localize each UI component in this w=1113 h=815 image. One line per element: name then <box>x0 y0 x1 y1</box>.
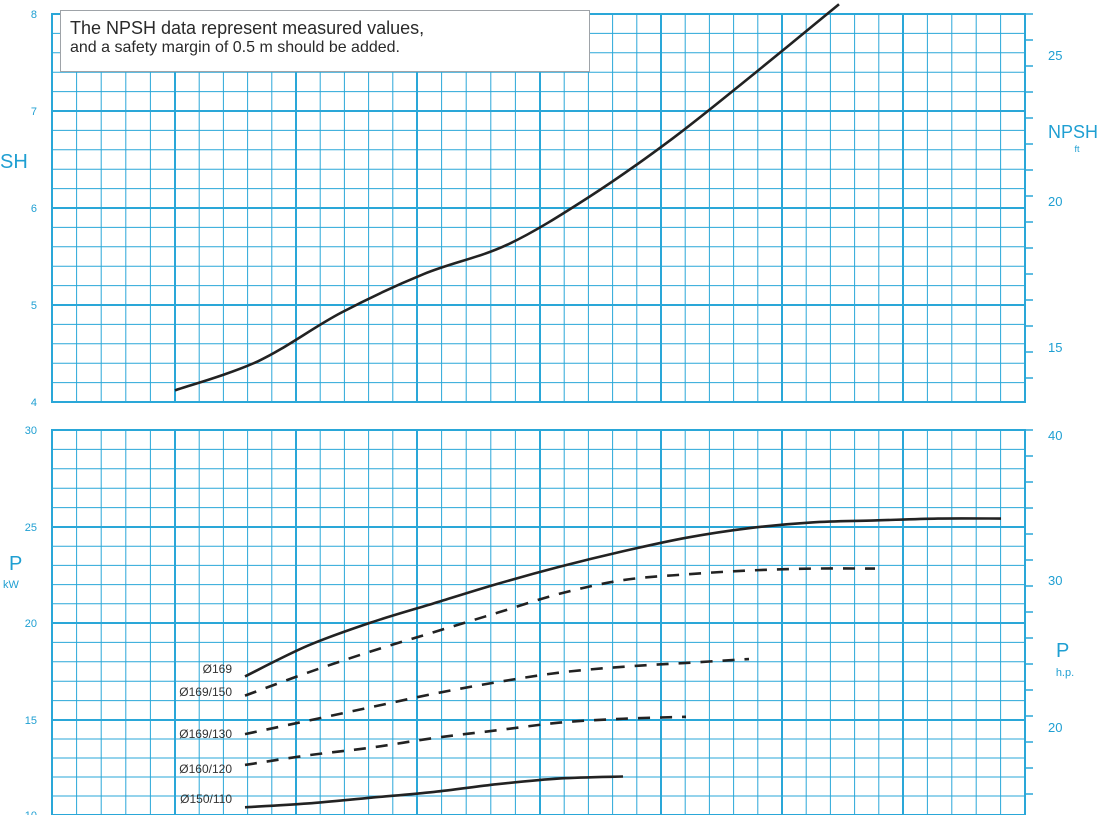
npsh-curve <box>174 3 840 392</box>
series-label: Ø160/120 <box>179 762 232 776</box>
tick-labels: 8 7 6 5 4 SH 25 20 15 NPSH ft 30 25 20 15 10 PkW 40 30 20 Ph… <box>0 9 1098 815</box>
power-right-tick-label: 30 <box>1048 573 1062 588</box>
series-label: Ø169/130 <box>179 727 232 741</box>
power-curve <box>244 657 750 736</box>
grid-panel-1 <box>51 13 1033 403</box>
power-right-tick-label: 20 <box>1048 720 1062 735</box>
npsh-right-axis-label: NPSH <box>1048 122 1098 142</box>
npsh-left-tick-label: 8 <box>31 9 37 21</box>
power-left-tick-label: 10 <box>25 810 37 815</box>
npsh-left-tick-label: 5 <box>31 300 37 312</box>
grid-lines <box>51 13 1033 815</box>
grid-panel-2 <box>51 429 1033 815</box>
power-left-axis-label: P <box>9 553 22 575</box>
power-curve <box>244 775 624 809</box>
power-left-tick-label: 15 <box>25 715 37 727</box>
npsh-left-tick-label: 6 <box>31 203 37 215</box>
power-curve <box>244 517 1002 678</box>
series-labels: Ø169 Ø169/150 Ø169/130 Ø160/120 Ø150/110 <box>179 662 232 806</box>
series-label: Ø169/150 <box>179 685 232 699</box>
note-line-1: The NPSH data represent measured values, <box>70 18 425 38</box>
power-left-tick-label: 30 <box>25 425 37 437</box>
curves <box>174 3 1002 809</box>
npsh-right-tick-label: 20 <box>1048 194 1062 209</box>
npsh-left-tick-label: 4 <box>31 397 37 409</box>
power-right-tick-label: 40 <box>1048 428 1062 443</box>
power-curve <box>244 715 687 767</box>
series-label: Ø150/110 <box>180 792 232 806</box>
series-label: Ø169 <box>203 662 233 676</box>
npsh-note-box: The NPSH data represent measured values,… <box>60 10 590 72</box>
power-left-tick-label: 25 <box>25 522 37 534</box>
npsh-left-tick-label: 7 <box>31 106 37 118</box>
npsh-left-axis-label: SH <box>0 151 28 173</box>
npsh-right-tick-label: 15 <box>1048 340 1062 355</box>
power-curve <box>244 567 876 697</box>
npsh-right-axis-unit: ft <box>1074 144 1080 154</box>
power-left-axis-unit: kW <box>3 579 20 591</box>
power-right-axis-label: P <box>1056 640 1069 662</box>
power-right-axis-unit: h.p. <box>1056 667 1074 679</box>
npsh-right-tick-label: 25 <box>1048 48 1062 63</box>
note-line-2: and a safety margin of 0.5 m should be a… <box>70 39 400 56</box>
power-left-tick-label: 20 <box>25 618 37 630</box>
